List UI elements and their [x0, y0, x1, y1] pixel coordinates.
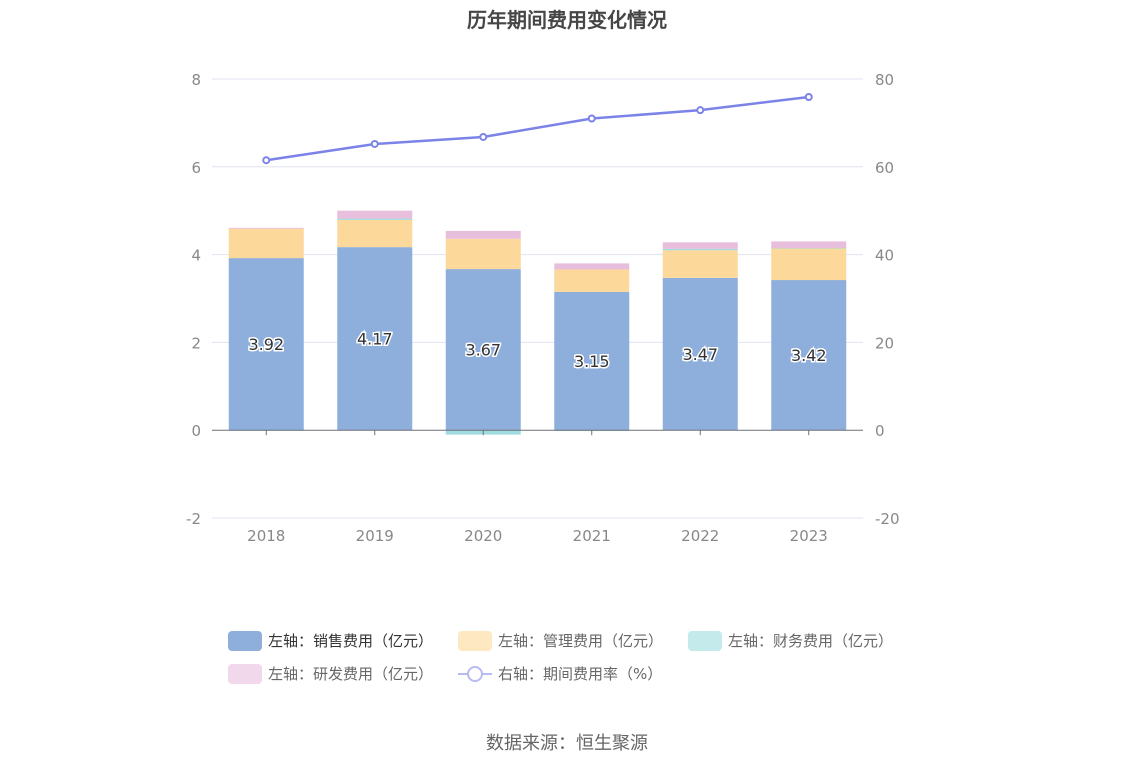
left-axis-tick-label: 4	[191, 247, 201, 265]
bar-segment	[662, 248, 738, 251]
legend-label: 左轴：销售费用（亿元）	[268, 632, 434, 650]
bar-segment	[662, 277, 738, 431]
bar-segment	[337, 247, 413, 431]
bar-segment	[771, 248, 847, 281]
bar-value-label: 3.42	[791, 346, 827, 365]
bar-segment	[662, 250, 738, 278]
legend-swatch	[228, 630, 262, 651]
bar-value-label: 3.67	[465, 341, 501, 360]
rate-point	[370, 139, 379, 148]
legend-label: 右轴：期间费用率（%）	[498, 665, 663, 683]
left-axis-tick-label: 2	[191, 334, 201, 352]
legend-item[interactable]: 左轴：管理费用（亿元）	[458, 630, 663, 651]
bar-segment	[771, 248, 847, 249]
legend-label: 左轴：研发费用（亿元）	[268, 665, 434, 683]
right-axis-tick-label: -20	[875, 510, 900, 528]
bar-segment	[554, 269, 630, 292]
grid-lines	[212, 78, 863, 519]
bar-segment	[445, 230, 521, 239]
bar-layer	[228, 210, 847, 435]
bar-value-label: 3.15	[574, 352, 610, 371]
rate-point	[696, 106, 705, 115]
bar-segment	[228, 258, 304, 431]
left-axis-tick-label: 6	[191, 159, 201, 177]
legend-item[interactable]: 左轴：财务费用（亿元）	[688, 630, 893, 651]
x-axis-tick-label: 2018	[247, 527, 285, 545]
x-axis-tick-label: 2023	[790, 527, 828, 545]
x-axis-tick-label: 2021	[573, 527, 611, 545]
label-layer: 3.92 4.17 3.67 3.15 3.47 3.42	[247, 328, 828, 372]
legend-label: 左轴：财务费用（亿元）	[728, 632, 894, 650]
rate-point	[804, 92, 813, 101]
x-axis-tick-label: 2020	[464, 527, 502, 545]
chart-title: 历年期间费用变化情况	[467, 8, 667, 32]
legend-label: 左轴：管理费用（亿元）	[498, 632, 664, 650]
data-source-note: 数据来源：恒生聚源	[486, 733, 648, 754]
left-axis-tick-label: -2	[186, 510, 201, 528]
bar-segment	[445, 238, 521, 270]
rate-point	[479, 132, 488, 141]
bar-segment	[337, 218, 413, 220]
bar-segment	[445, 269, 521, 431]
bar-segment	[337, 210, 413, 219]
x-axis-tick-label: 2022	[681, 527, 719, 545]
rate-point	[587, 114, 596, 123]
bar-value-label: 3.47	[682, 345, 718, 364]
line-layer	[262, 92, 813, 165]
legend-item[interactable]: 左轴：研发费用（亿元）	[228, 663, 433, 684]
legend-item[interactable]: 右轴：期间费用率（%）	[458, 663, 662, 684]
legend-swatch	[688, 630, 722, 651]
left-axis-tick-label: 8	[191, 71, 201, 89]
bar-segment	[554, 291, 630, 431]
left-axis-tick-label: 0	[191, 422, 201, 440]
bar-segment	[771, 241, 847, 249]
legend-swatch	[458, 630, 492, 651]
x-axis-tick-label: 2019	[356, 527, 394, 545]
bar-segment	[228, 227, 304, 229]
bar-segment	[771, 280, 847, 431]
right-axis-tick-label: 40	[875, 247, 894, 265]
rate-line	[266, 95, 809, 162]
right-axis-tick-label: 20	[875, 334, 894, 352]
bar-segment	[662, 242, 738, 249]
right-axis-tick-label: 60	[875, 159, 894, 177]
legend-line-marker	[458, 664, 492, 684]
right-axis-tick-label: 80	[875, 71, 894, 89]
bar-value-label: 3.92	[248, 335, 284, 354]
bar-segment	[337, 219, 413, 248]
right-axis-tick-label: 0	[875, 422, 885, 440]
legend-swatch	[228, 663, 262, 684]
legend-item[interactable]: 左轴：销售费用（亿元）	[228, 630, 433, 651]
bar-segment	[228, 228, 304, 259]
bar-segment	[554, 263, 630, 270]
rate-point	[262, 156, 271, 165]
bar-value-label: 4.17	[357, 330, 393, 349]
